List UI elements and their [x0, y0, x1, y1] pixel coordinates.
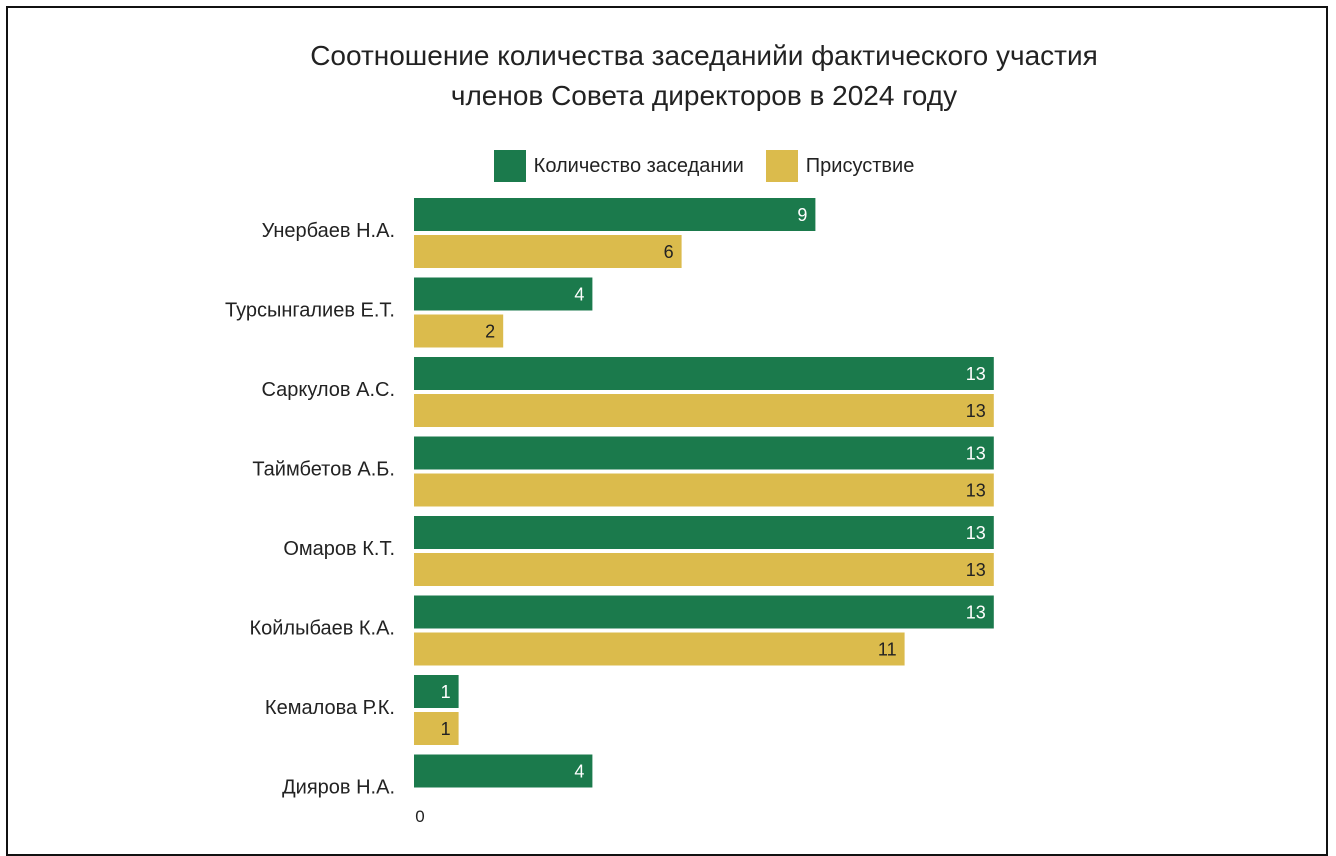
value-label-meetings: 13	[966, 364, 986, 384]
bar-meetings	[414, 198, 816, 231]
legend-swatch-attendance	[765, 150, 798, 182]
category-label: Саркулов А.С.	[261, 379, 395, 401]
bar-meetings	[414, 595, 994, 629]
bar-meetings	[414, 277, 593, 311]
bar-attendance	[414, 314, 504, 348]
value-label-attendance: 11	[878, 640, 897, 660]
chart-title: Соотношение количества заседанийи фактич…	[0, 36, 1336, 116]
chart-title-line-1: Соотношение количества заседанийи фактич…	[310, 40, 1098, 71]
bar-meetings	[414, 357, 994, 390]
category-label: Омаров К.Т.	[283, 538, 395, 560]
bar-attendance	[414, 235, 682, 268]
value-label-attendance: 6	[664, 242, 674, 262]
legend-item-attendance: Присуствие	[765, 150, 915, 182]
legend-swatch-meetings	[493, 150, 526, 182]
bar-attendance	[414, 632, 905, 666]
value-label-meetings: 13	[966, 523, 986, 543]
value-label-meetings: 4	[574, 285, 584, 305]
value-label-attendance: 13	[966, 481, 986, 501]
value-label-attendance: 2	[485, 322, 495, 342]
legend-label-meetings: Количество заседании	[533, 154, 744, 177]
x-tick-label: 0	[415, 807, 424, 826]
value-label-attendance: 13	[966, 560, 986, 580]
chart-title-line-2: членов Совета директоров в 2024 году	[450, 80, 958, 111]
value-label-meetings: 4	[574, 762, 584, 782]
legend-item-meetings: Количество заседании	[493, 150, 744, 182]
bar-meetings	[414, 675, 459, 708]
bar-attendance	[414, 394, 994, 427]
value-label-meetings: 13	[966, 603, 986, 623]
value-label-attendance: 13	[966, 401, 986, 421]
value-label-meetings: 9	[797, 205, 807, 225]
category-label: Турсынгалиев Е.Т.	[225, 300, 395, 322]
bar-meetings	[414, 516, 994, 549]
legend-label-attendance: Присуствие	[805, 154, 915, 177]
bar-attendance	[414, 712, 459, 745]
value-label-meetings: 1	[441, 682, 451, 702]
bar-meetings	[414, 754, 593, 788]
category-label: Койлыбаев К.А.	[249, 618, 395, 640]
chart-legend: Количество заседании Присуствие	[0, 150, 1336, 182]
bar-meetings	[414, 436, 994, 470]
category-label: Кемалова Р.К.	[265, 697, 395, 719]
value-label-meetings: 13	[966, 444, 986, 464]
bar-attendance	[414, 553, 994, 586]
category-label: Унербаев Н.А.	[262, 220, 395, 242]
category-label: Дияров Н.А.	[282, 777, 395, 799]
bar-attendance	[414, 473, 994, 507]
category-label: Таймбетов А.Б.	[252, 459, 395, 481]
value-label-attendance: 1	[441, 719, 451, 739]
